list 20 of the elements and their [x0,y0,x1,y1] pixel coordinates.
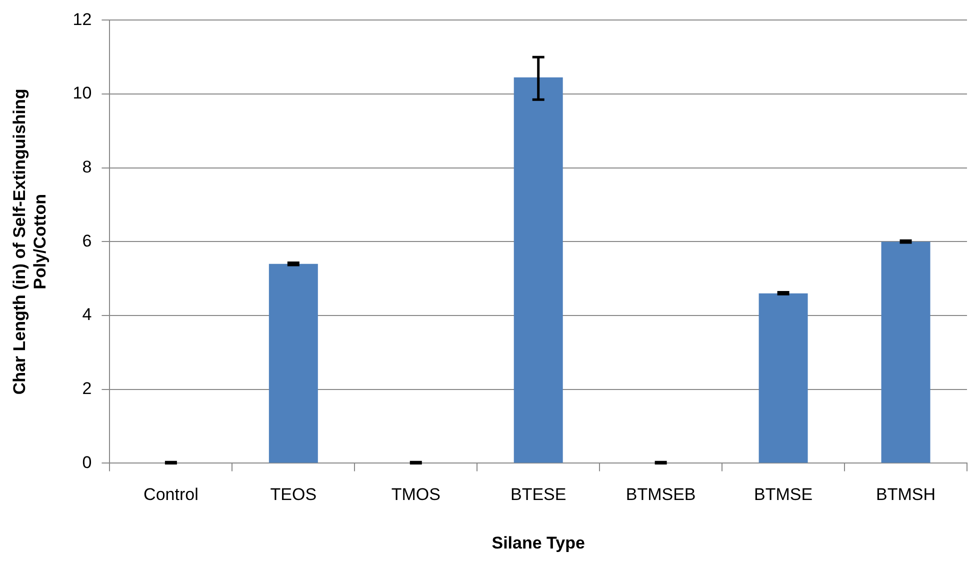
y-tick-label: 12 [72,10,92,29]
x-tick-label: Control [144,485,198,504]
y-tick-label: 10 [72,84,92,103]
y-tick-label: 6 [82,231,92,250]
x-tick-label: BTMSEB [626,485,696,504]
x-axis-title: Silane Type [492,533,585,552]
bar [881,242,930,463]
y-tick-label: 8 [82,158,92,177]
x-tick-label: BTESE [510,485,566,504]
y-tick-label: 2 [82,379,92,398]
x-tick-label: BTMSH [876,485,936,504]
y-tick-label: 4 [82,305,92,324]
bar [268,264,318,463]
bar [514,77,563,463]
y-tick-label: 0 [82,452,92,472]
x-tick-label: TMOS [391,485,440,504]
x-tick-label: TEOS [270,485,317,504]
y-axis-title: Char Length (in) of Self-Extinguishing Poly/Cotton [10,88,50,395]
bar [758,293,808,463]
x-tick-label: BTMSE [754,485,813,504]
